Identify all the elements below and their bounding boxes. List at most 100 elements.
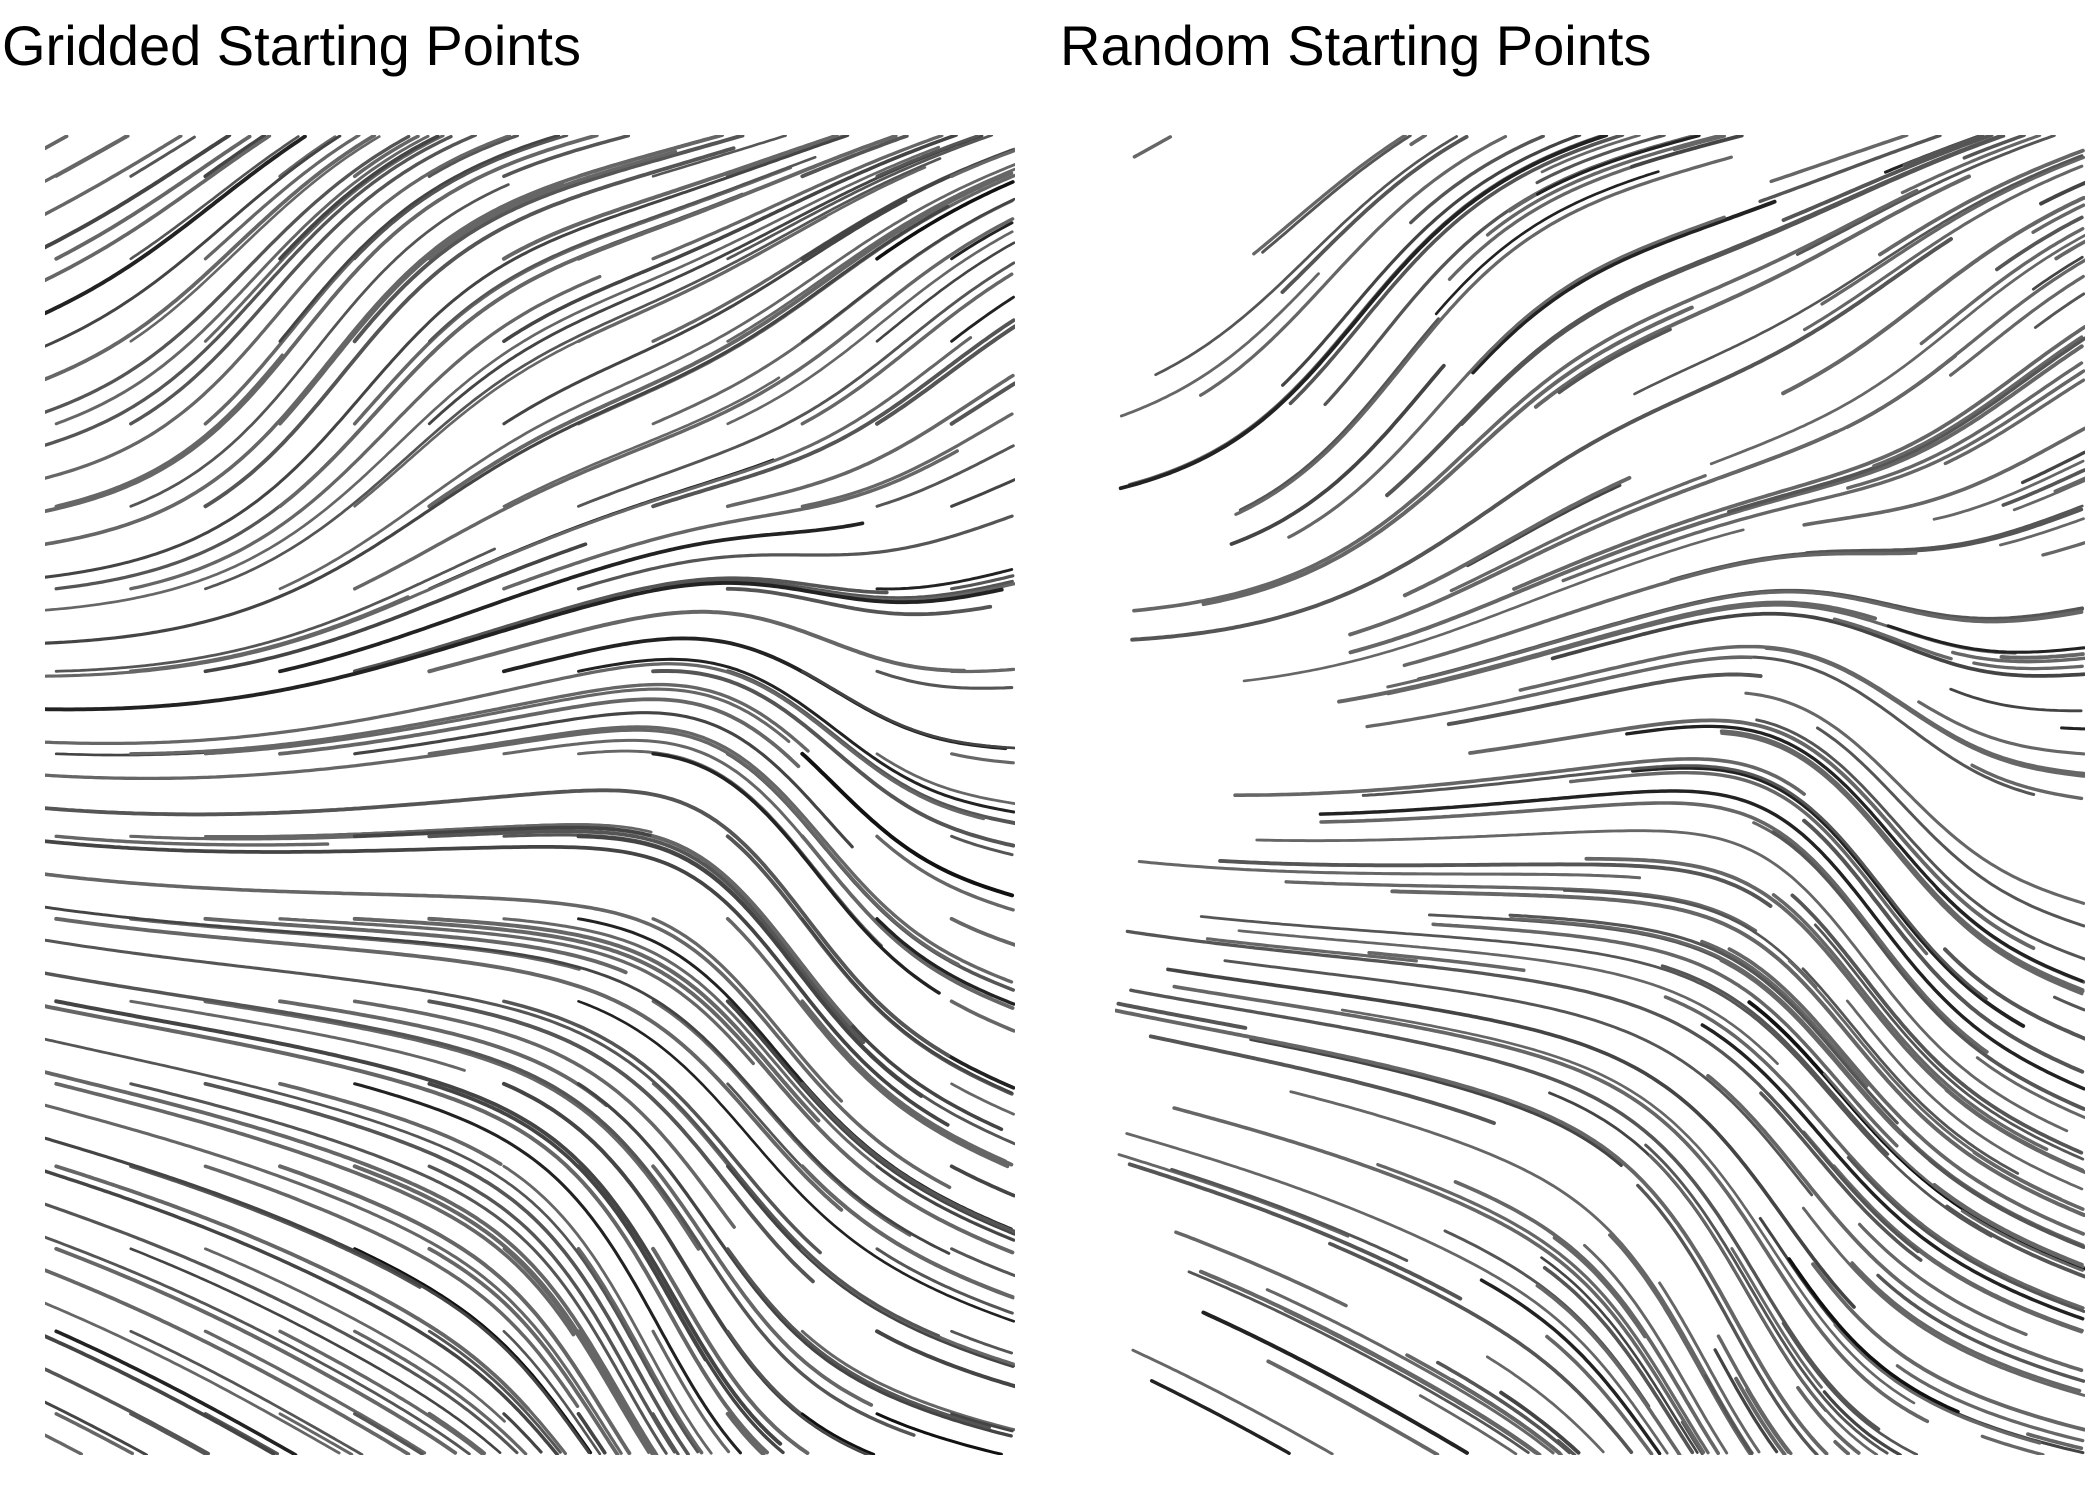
gridded-streamline-87 — [427, 725, 1014, 984]
gridded-streamline-241 — [45, 1235, 471, 1455]
gridded-streamline-162 — [800, 197, 1015, 343]
gridded-streamline-163 — [800, 272, 1014, 426]
random-streamline-177 — [1781, 1321, 1919, 1455]
gridded-streamline-21 — [129, 274, 602, 591]
gridded-streamline-33 — [203, 135, 361, 261]
random-streamline-197 — [1932, 1182, 2084, 1267]
gridded-streamline-98 — [502, 135, 958, 344]
random-streamline-215 — [1878, 148, 2085, 257]
gridded-streamline-23 — [129, 682, 810, 756]
random-streamline-229 — [1233, 757, 1806, 797]
gridded-streamline-218 — [45, 135, 512, 480]
random-streamline-160 — [2053, 476, 2085, 493]
random-streamline-114 — [1727, 947, 2085, 1236]
gridded-streamline-208 — [45, 135, 69, 151]
random-streamline-158 — [1198, 135, 1508, 397]
random-streamline-169 — [1804, 504, 2084, 554]
random-streamline-223 — [1340, 1008, 1916, 1405]
gridded-streamline-186 — [875, 999, 1015, 1090]
gridded-streamline-71 — [353, 711, 854, 849]
gridded-streamline-11 — [54, 1081, 576, 1337]
random-streamline-159 — [1365, 655, 1753, 729]
gridded-streamline-108 — [502, 1164, 713, 1455]
random-streamline-153 — [1769, 135, 1909, 184]
gridded-streamline-10 — [54, 999, 783, 1446]
gridded-streamline-127 — [576, 1411, 607, 1455]
gridded-streamline-169 — [800, 917, 1013, 1095]
random-streamline-124 — [1460, 135, 2006, 426]
random-streamline-201 — [2012, 479, 2085, 512]
gridded-streamline-205 — [950, 1247, 1015, 1278]
gridded-streamline-38 — [203, 542, 588, 674]
gridded-streamline-28 — [129, 1164, 422, 1289]
gridded-streamline-222 — [45, 145, 941, 612]
random-streamline-65 — [1820, 155, 2085, 306]
gridded-streamline-200 — [950, 834, 1014, 857]
random-streamline-126 — [2039, 180, 2085, 206]
gridded-streamline-213 — [45, 135, 307, 316]
random-streamline-149 — [1166, 967, 1856, 1309]
gridded-streamline-32 — [203, 135, 267, 179]
random-streamline-105 — [1703, 1374, 1754, 1455]
random-streamline-107 — [1932, 459, 2085, 521]
gridded-streamline-68 — [353, 166, 927, 508]
gridded-streamline-111 — [502, 1412, 543, 1454]
gridded-streamline-118 — [576, 657, 1015, 814]
random-streamline-226 — [1446, 672, 1763, 727]
gridded-streamline-209 — [45, 135, 130, 183]
gridded-streamline-182 — [875, 669, 1014, 690]
random-streamline-127 — [1545, 1334, 1654, 1455]
gridded-streamline-198 — [949, 667, 1015, 674]
gridded-streamline-214 — [45, 135, 342, 348]
gridded-streamline-235 — [45, 1037, 699, 1454]
gridded-streamline-192 — [949, 148, 1015, 178]
gridded-streamline-60 — [278, 1164, 632, 1455]
random-streamline-82 — [1284, 880, 1758, 933]
gridded-streamline-188 — [875, 1164, 1015, 1242]
gridded-streamline-8 — [54, 834, 330, 847]
gridded-streamline-100 — [502, 376, 781, 508]
gridded-streamline-149 — [725, 586, 993, 617]
streamline-plot-random — [1115, 135, 2085, 1455]
random-streamline-18 — [1533, 174, 1971, 409]
random-streamline-224 — [1535, 1283, 1682, 1455]
random-streamline-95 — [1917, 700, 2085, 756]
gridded-streamline-1 — [54, 135, 252, 261]
random-streamline-72 — [1255, 829, 2069, 1133]
random-streamline-10 — [1409, 135, 1428, 147]
random-streamline-26 — [1886, 624, 2085, 654]
gridded-streamline-141 — [651, 1246, 810, 1455]
random-streamline-207 — [1943, 947, 2085, 1041]
gridded-streamline-16 — [129, 135, 196, 178]
gridded-streamline-36 — [203, 146, 736, 509]
random-streamline-175 — [1846, 1155, 2085, 1313]
gridded-streamline-34 — [203, 135, 445, 343]
random-streamline-199 — [1234, 155, 1733, 516]
gridded-streamline-142 — [651, 1329, 731, 1454]
gridded-streamline-63 — [278, 1412, 354, 1455]
gridded-streamline-20 — [129, 183, 510, 508]
random-streamline-221 — [1130, 237, 1953, 642]
random-streamline-151 — [1706, 1073, 2084, 1373]
gridded-streamline-244 — [45, 1334, 276, 1455]
gridded-streamline-29 — [129, 1247, 502, 1455]
gridded-streamline-92 — [427, 1164, 677, 1454]
gridded-streamline-95 — [427, 1411, 487, 1455]
gridded-streamline-226 — [45, 662, 986, 821]
gridded-streamline-84 — [427, 171, 1014, 509]
random-streamline-131 — [1518, 644, 2085, 776]
gridded-streamline-178 — [875, 241, 1015, 343]
random-streamline-53 — [1229, 363, 1446, 546]
random-streamline-193 — [1281, 135, 1582, 387]
random-streamline-218 — [1198, 1269, 1542, 1455]
random-streamline-55 — [1943, 378, 2085, 466]
gridded-streamline-164 — [800, 412, 1014, 508]
gridded-streamline-187 — [875, 1081, 1014, 1167]
gridded-streamline-124 — [576, 1164, 785, 1455]
random-streamline-180 — [1928, 1158, 2085, 1249]
random-streamline-17 — [1790, 893, 2084, 1155]
gridded-streamline-37 — [204, 157, 942, 591]
gridded-streamline-147 — [726, 230, 1014, 426]
random-streamline-68 — [1508, 913, 1899, 1125]
gridded-streamline-109 — [502, 1247, 650, 1455]
